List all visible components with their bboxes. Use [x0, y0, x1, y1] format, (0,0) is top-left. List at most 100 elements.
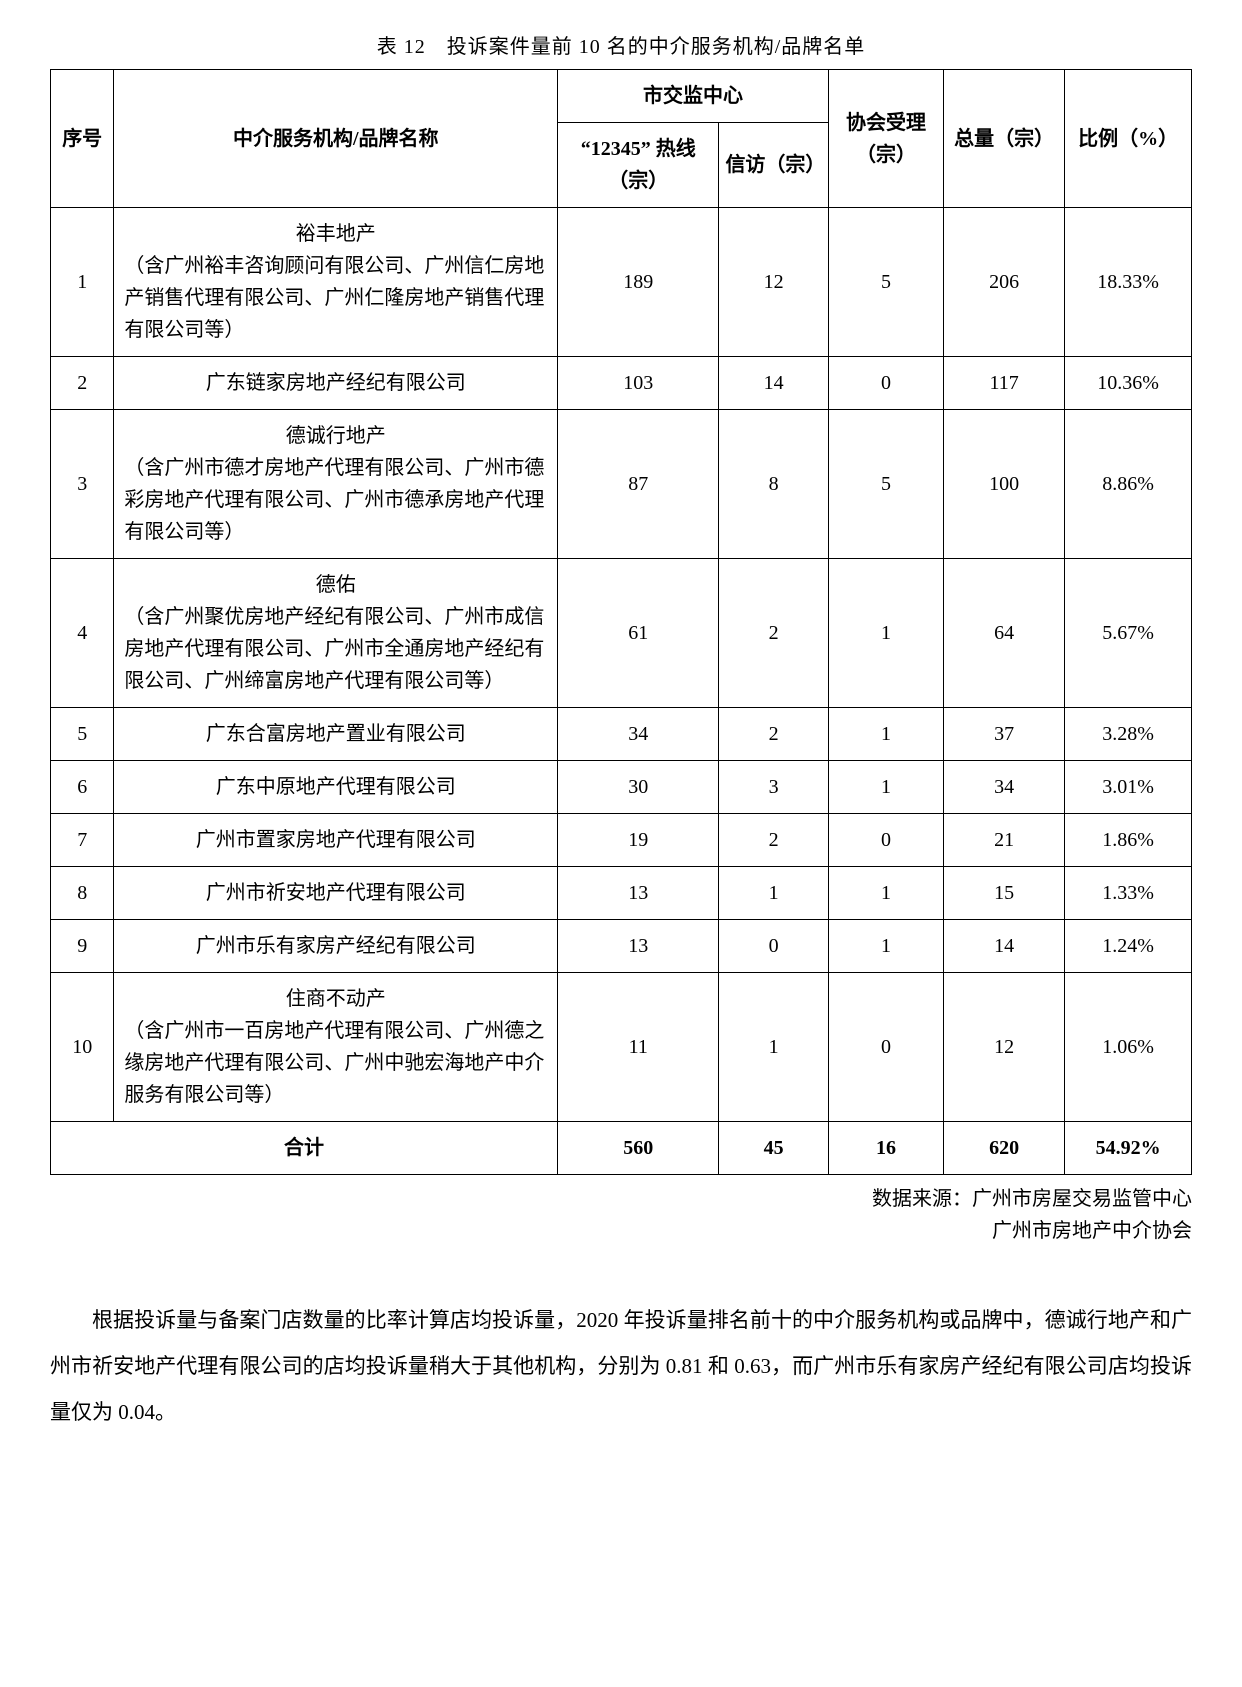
- cell-hotline: 13: [558, 920, 719, 973]
- cell-assoc: 1: [828, 708, 943, 761]
- total-hotline: 560: [558, 1122, 719, 1175]
- table-row: 5广东合富房地产置业有限公司3421373.28%: [51, 708, 1192, 761]
- cell-ratio: 3.01%: [1065, 761, 1192, 814]
- cell-index: 2: [51, 357, 114, 410]
- agency-sub-name: （含广州聚优房地产经纪有限公司、广州市成信房地产代理有限公司、广州市全通房地产经…: [124, 601, 547, 697]
- cell-petition: 2: [719, 559, 828, 708]
- cell-petition: 12: [719, 208, 828, 357]
- cell-ratio: 1.86%: [1065, 814, 1192, 867]
- cell-total: 14: [944, 920, 1065, 973]
- cell-petition: 2: [719, 814, 828, 867]
- cell-petition: 1: [719, 867, 828, 920]
- cell-ratio: 8.86%: [1065, 410, 1192, 559]
- cell-petition: 14: [719, 357, 828, 410]
- header-index: 序号: [51, 70, 114, 208]
- table-row: 8广州市祈安地产代理有限公司1311151.33%: [51, 867, 1192, 920]
- cell-agency: 广东中原地产代理有限公司: [114, 761, 558, 814]
- agency-main-name: 德佑: [124, 569, 547, 601]
- table-body: 1 裕丰地产（含广州裕丰咨询顾问有限公司、广州信仁房地产销售代理有限公司、广州仁隆…: [51, 208, 1192, 1175]
- table-row: 1裕丰地产（含广州裕丰咨询顾问有限公司、广州信仁房地产销售代理有限公司、广州仁隆…: [51, 208, 1192, 357]
- table-row: 7广州市置家房地产代理有限公司1920211.86%: [51, 814, 1192, 867]
- cell-index: 9: [51, 920, 114, 973]
- cell-agency: 广东链家房地产经纪有限公司: [114, 357, 558, 410]
- cell-total: 34: [944, 761, 1065, 814]
- complaints-table: 序号 中介服务机构/品牌名称 市交监中心 协会受理（宗） 总量（宗） 比例（%）…: [50, 69, 1192, 1175]
- cell-total: 21: [944, 814, 1065, 867]
- cell-index: 7: [51, 814, 114, 867]
- header-agency: 中介服务机构/品牌名称: [114, 70, 558, 208]
- cell-agency: 广州市置家房地产代理有限公司: [114, 814, 558, 867]
- cell-index: 6: [51, 761, 114, 814]
- cell-hotline: 87: [558, 410, 719, 559]
- agency-sub-name: （含广州市德才房地产代理有限公司、广州市德彩房地产代理有限公司、广州市德承房地产…: [124, 452, 547, 548]
- agency-main-name: 住商不动产: [124, 983, 547, 1015]
- cell-hotline: 30: [558, 761, 719, 814]
- total-total: 620: [944, 1122, 1065, 1175]
- cell-petition: 8: [719, 410, 828, 559]
- cell-index: 5: [51, 708, 114, 761]
- source-line-2: 广州市房地产中介协会: [992, 1220, 1192, 1242]
- cell-ratio: 1.06%: [1065, 973, 1192, 1122]
- cell-ratio: 10.36%: [1065, 357, 1192, 410]
- body-paragraph: 根据投诉量与备案门店数量的比率计算店均投诉量，2020 年投诉量排名前十的中介服…: [50, 1297, 1192, 1436]
- cell-petition: 0: [719, 920, 828, 973]
- cell-hotline: 189: [558, 208, 719, 357]
- cell-hotline: 103: [558, 357, 719, 410]
- header-assoc: 协会受理（宗）: [828, 70, 943, 208]
- cell-assoc: 1: [828, 559, 943, 708]
- header-total: 总量（宗）: [944, 70, 1065, 208]
- cell-ratio: 3.28%: [1065, 708, 1192, 761]
- cell-hotline: 11: [558, 973, 719, 1122]
- agency-main-name: 德诚行地产: [124, 420, 547, 452]
- cell-petition: 3: [719, 761, 828, 814]
- cell-hotline: 19: [558, 814, 719, 867]
- header-petition: 信访（宗）: [719, 123, 828, 208]
- cell-agency: 广州市乐有家房产经纪有限公司: [114, 920, 558, 973]
- cell-total: 12: [944, 973, 1065, 1122]
- cell-index: 3: [51, 410, 114, 559]
- cell-total: 100: [944, 410, 1065, 559]
- cell-assoc: 0: [828, 357, 943, 410]
- total-petition: 45: [719, 1122, 828, 1175]
- table-caption: 表 12 投诉案件量前 10 名的中介服务机构/品牌名单: [50, 30, 1192, 59]
- cell-ratio: 1.24%: [1065, 920, 1192, 973]
- cell-assoc: 5: [828, 208, 943, 357]
- cell-hotline: 34: [558, 708, 719, 761]
- cell-agency: 广东合富房地产置业有限公司: [114, 708, 558, 761]
- table-row: 2广东链家房地产经纪有限公司10314011710.36%: [51, 357, 1192, 410]
- cell-index: 4: [51, 559, 114, 708]
- cell-total: 37: [944, 708, 1065, 761]
- cell-total: 64: [944, 559, 1065, 708]
- cell-assoc: 0: [828, 973, 943, 1122]
- cell-assoc: 0: [828, 814, 943, 867]
- header-ratio: 比例（%）: [1065, 70, 1192, 208]
- table-row: 10住商不动产（含广州市一百房地产代理有限公司、广州德之缘房地产代理有限公司、广…: [51, 973, 1192, 1122]
- table-row: 9广州市乐有家房产经纪有限公司1301141.24%: [51, 920, 1192, 973]
- table-row: 6广东中原地产代理有限公司3031343.01%: [51, 761, 1192, 814]
- cell-ratio: 18.33%: [1065, 208, 1192, 357]
- cell-index: 8: [51, 867, 114, 920]
- agency-sub-name: （含广州裕丰咨询顾问有限公司、广州信仁房地产销售代理有限公司、广州仁隆房地产销售…: [124, 250, 547, 346]
- total-row: 合计560451662054.92%: [51, 1122, 1192, 1175]
- cell-agency: 德诚行地产（含广州市德才房地产代理有限公司、广州市德彩房地产代理有限公司、广州市…: [114, 410, 558, 559]
- cell-assoc: 1: [828, 920, 943, 973]
- total-ratio: 54.92%: [1065, 1122, 1192, 1175]
- total-assoc: 16: [828, 1122, 943, 1175]
- cell-agency: 裕丰地产（含广州裕丰咨询顾问有限公司、广州信仁房地产销售代理有限公司、广州仁隆房…: [114, 208, 558, 357]
- agency-main-name: 裕丰地产: [124, 218, 547, 250]
- cell-assoc: 5: [828, 410, 943, 559]
- total-label: 合计: [51, 1122, 558, 1175]
- cell-hotline: 13: [558, 867, 719, 920]
- cell-assoc: 1: [828, 867, 943, 920]
- cell-total: 117: [944, 357, 1065, 410]
- cell-index: 10: [51, 973, 114, 1122]
- cell-ratio: 5.67%: [1065, 559, 1192, 708]
- data-source: 数据来源：广州市房屋交易监管中心 广州市房地产中介协会: [50, 1183, 1192, 1247]
- cell-agency: 广州市祈安地产代理有限公司: [114, 867, 558, 920]
- table-row: 3德诚行地产（含广州市德才房地产代理有限公司、广州市德彩房地产代理有限公司、广州…: [51, 410, 1192, 559]
- cell-petition: 2: [719, 708, 828, 761]
- cell-total: 15: [944, 867, 1065, 920]
- cell-assoc: 1: [828, 761, 943, 814]
- header-center-group: 市交监中心: [558, 70, 829, 123]
- cell-agency: 住商不动产（含广州市一百房地产代理有限公司、广州德之缘房地产代理有限公司、广州中…: [114, 973, 558, 1122]
